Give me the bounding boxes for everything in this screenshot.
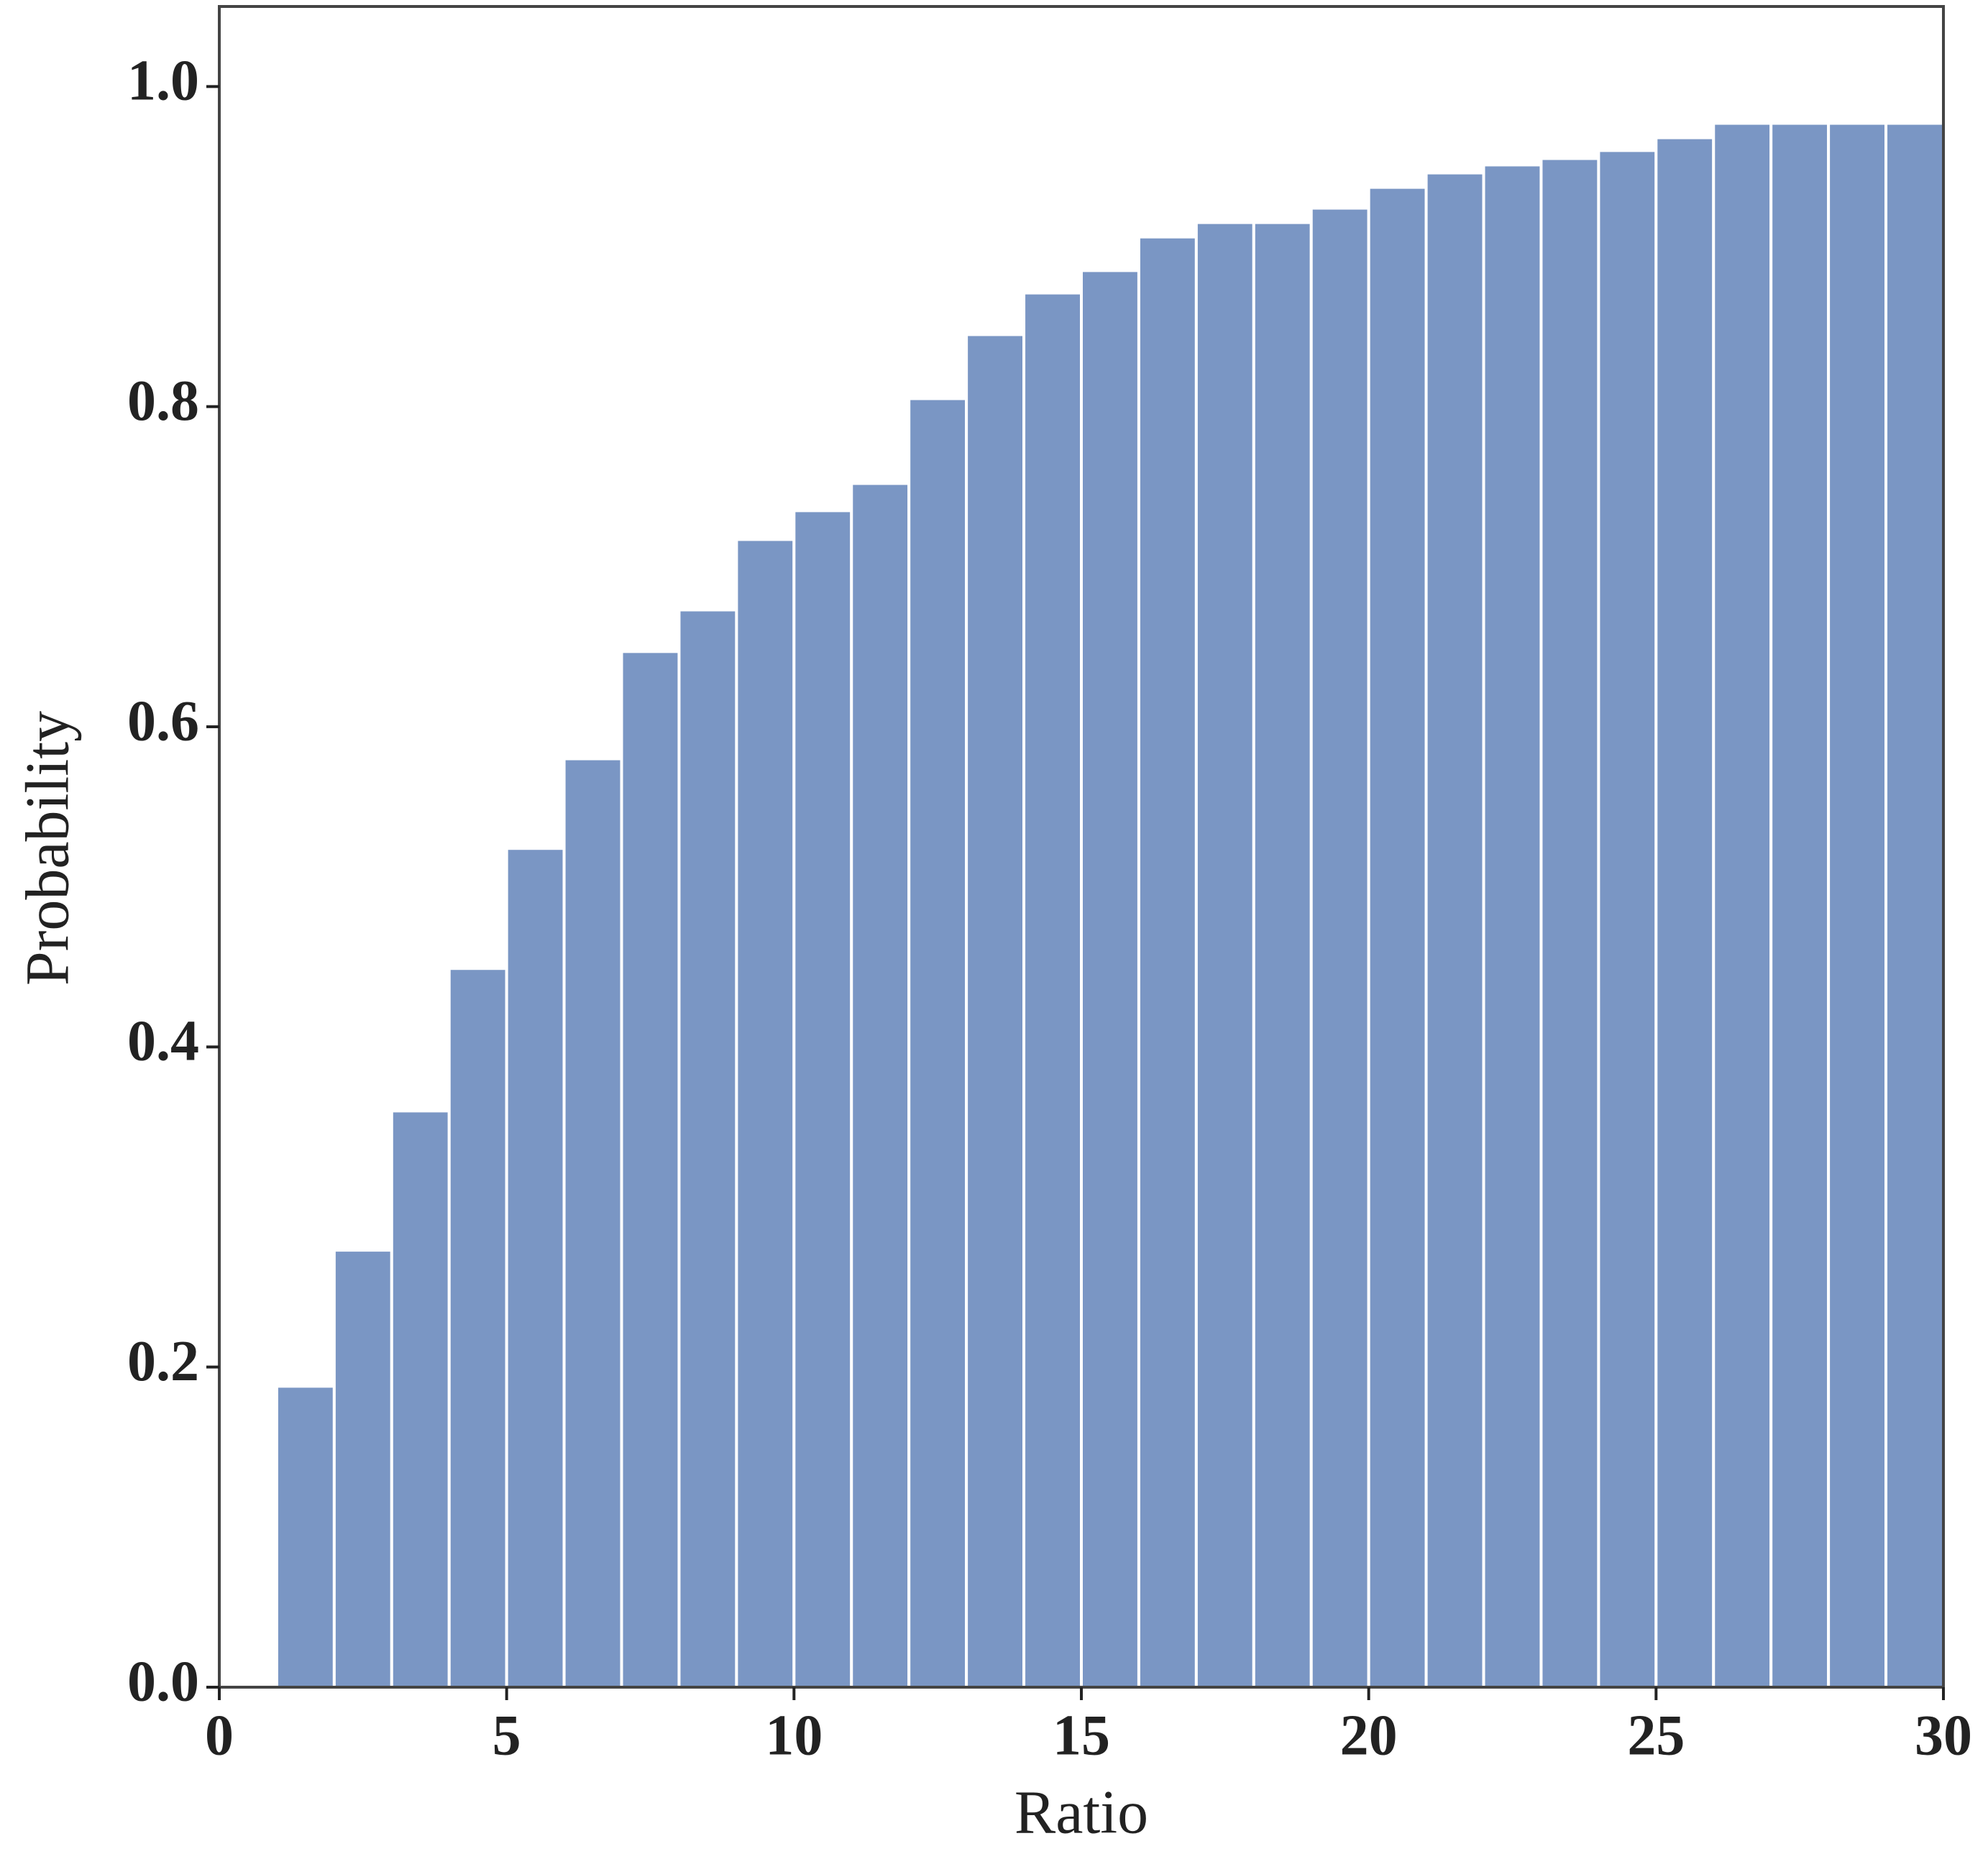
- bar: [1367, 185, 1428, 1689]
- y-tick-label: 1.0: [127, 50, 199, 113]
- bar: [1080, 269, 1140, 1689]
- bar: [1884, 121, 1945, 1689]
- bar: [965, 333, 1026, 1689]
- bar: [562, 757, 623, 1689]
- bar: [390, 1109, 451, 1689]
- x-tick-label: 10: [765, 1704, 823, 1767]
- bar: [907, 397, 968, 1689]
- bar: [1712, 121, 1773, 1689]
- x-tick-label: 30: [1915, 1704, 1972, 1767]
- bar: [735, 538, 796, 1689]
- bar: [850, 482, 911, 1689]
- bar: [1252, 221, 1313, 1689]
- x-tick-label: 0: [205, 1704, 234, 1767]
- y-axis-label: Probability: [13, 711, 82, 986]
- bar: [620, 650, 681, 1689]
- bar: [332, 1249, 393, 1689]
- bar: [1424, 171, 1485, 1689]
- bar: [1539, 157, 1600, 1689]
- bar: [677, 608, 738, 1689]
- x-tick-label: 5: [493, 1704, 521, 1767]
- y-tick-label: 0.0: [127, 1650, 199, 1713]
- x-axis-label: Ratio: [1014, 1778, 1148, 1847]
- y-tick-label: 0.8: [127, 369, 199, 433]
- bar: [1482, 163, 1543, 1689]
- bar: [275, 1385, 336, 1689]
- bar: [1654, 136, 1716, 1689]
- bar: [1022, 291, 1083, 1689]
- x-tick-label: 25: [1627, 1704, 1685, 1767]
- bar: [1137, 235, 1198, 1689]
- y-tick-label: 0.4: [127, 1010, 199, 1073]
- x-tick-label: 15: [1053, 1704, 1110, 1767]
- bar: [1827, 121, 1888, 1689]
- bar: [505, 847, 566, 1689]
- bar: [1769, 121, 1831, 1689]
- bar: [792, 509, 853, 1689]
- bar: [447, 967, 508, 1689]
- bar: [1309, 206, 1370, 1689]
- y-tick-label: 0.6: [127, 689, 199, 753]
- bar: [1194, 221, 1255, 1689]
- bar: [1597, 149, 1658, 1689]
- y-tick-label: 0.2: [127, 1330, 199, 1393]
- x-tick-label: 20: [1340, 1704, 1398, 1767]
